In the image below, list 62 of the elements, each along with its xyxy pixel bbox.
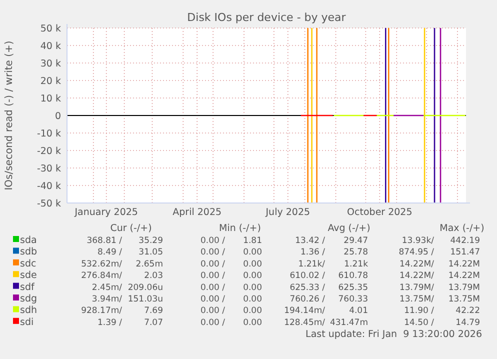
text: 194.14m/ 4.01 [284,306,368,316]
y-tick-label: 20 k [40,76,62,87]
x-tick-label: January 2025 [74,207,138,218]
text: Avg (-/+) [328,223,370,234]
x-tick-label: April 2025 [172,207,222,218]
text: 14.22M/ 14.22M [399,271,480,282]
text: 13.42 / 29.47 [295,236,368,246]
text: Min (-/+) [219,223,261,234]
legend-label: sdc [20,258,36,270]
text: 13.75M/ 13.75M [399,294,480,304]
text: 532.62m/ 2.65m [81,259,163,270]
text: 0.00 / 1.81 [200,236,262,246]
text: Cur (-/+) [110,223,152,234]
text: 14.50 / 14.79 [404,318,480,328]
x-tick-label: July 2025 [264,207,310,218]
text: 0.00 / 0.00 [200,271,262,282]
y-tick-label: 0 [54,110,61,122]
text: 3.94m/ 151.03u [92,294,163,304]
text: 760.26 / 760.33 [290,294,368,304]
text: Last update: Fri Jan 9 13:20:00 2026 [306,329,482,340]
y-tick-label: 40 k [40,40,62,52]
chart-title: Disk IOs per device - by year [187,11,346,24]
text: 874.95 / 151.47 [398,248,480,258]
text: 0.00 / 0.00 [200,318,262,328]
text: Max (-/+) [440,223,484,234]
text: 11.90 / 42.22 [404,306,480,316]
y-tick-label: 30 k [40,58,62,70]
text: 928.17m/ 7.69 [81,306,163,316]
text: 0.00 / 0.00 [200,306,262,316]
text: 1.21k/ 1.21k [298,259,368,270]
legend-label: sde [20,270,37,282]
y-tick-label: 10 k [40,93,62,104]
legend-label: sdb [20,246,38,258]
y-tick-label: -20 k [36,146,62,157]
text: 368.81 / 35.29 [86,236,163,246]
legend-label: sdi [20,316,34,328]
text: 1.36 / 25.78 [300,248,368,258]
text: 13.93k/ 442.19 [402,236,480,246]
legend-label: sdf [20,282,35,293]
legend-label: sdg [20,294,38,304]
y-tick-label: -10 k [36,128,62,140]
text: 0.00 / 0.00 [200,282,262,293]
text: 0.00 / 0.00 [200,294,262,304]
x-tick-label: October 2025 [347,207,412,218]
y-tick-label: -30 k [36,163,62,174]
text: 13.79M/ 13.79M [399,282,480,293]
text: 2.45m/ 209.06u [92,282,163,293]
text: 625.33 / 625.35 [290,282,368,293]
text: 14.22M/ 14.22M [399,259,480,270]
text: 0.00 / 0.00 [200,259,262,270]
y-axis-title: IOs/second read (-) / write (+) [4,40,15,190]
text: 128.45m/ 431.47m [284,318,368,328]
legend-label: sda [20,235,37,246]
y-tick-label: 50 k [40,23,62,34]
text: 610.02 / 610.78 [290,271,368,282]
text: 0.00 / 0.00 [200,248,262,258]
text: 276.84m/ 2.03 [81,271,163,282]
y-tick-label: -50 k [36,198,62,210]
legend-label: sdh [20,305,38,316]
text: 8.49 / 31.05 [98,248,163,258]
y-tick-label: -40 k [36,180,62,192]
text: 1.39 / 7.07 [98,318,163,328]
